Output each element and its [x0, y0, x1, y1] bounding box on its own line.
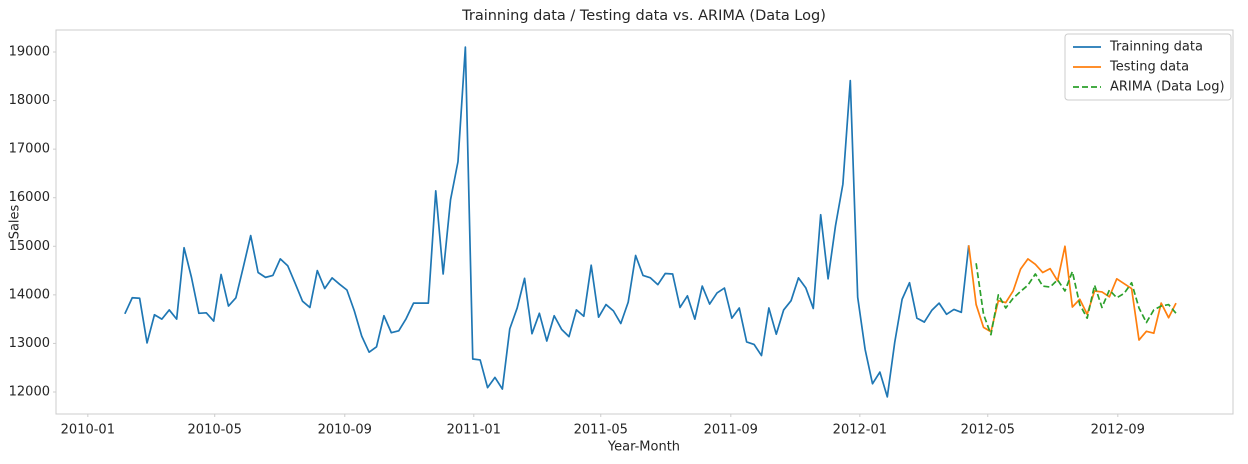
series-line — [975, 263, 1177, 336]
legend-box — [1064, 33, 1232, 101]
series-line — [124, 46, 970, 398]
x-tick-label: 2010-05 — [188, 423, 242, 438]
series-line — [967, 245, 1177, 341]
y-tick-label: 12000 — [9, 384, 50, 399]
x-tick-label: 2012-05 — [961, 423, 1015, 438]
legend-label: Testing data — [1109, 60, 1189, 75]
x-tick-label: 2010-01 — [61, 423, 115, 438]
legend-label: Trainning data — [1109, 40, 1203, 55]
y-tick-label: 17000 — [9, 142, 50, 157]
plot-frame — [55, 29, 1234, 415]
y-tick-label: 18000 — [9, 93, 50, 108]
y-tick-label: 14000 — [9, 287, 50, 302]
y-tick-label: 15000 — [9, 239, 50, 254]
x-tick-label: 2012-01 — [833, 423, 887, 438]
legend-label: ARIMA (Data Log) — [1110, 80, 1225, 95]
y-tick-label: 19000 — [9, 45, 50, 60]
x-tick-label: 2011-05 — [574, 423, 628, 438]
y-axis-label: Sales — [8, 204, 23, 239]
x-axis-label: Year-Month — [607, 440, 680, 455]
x-tick-label: 2011-01 — [447, 423, 501, 438]
x-tick-label: 2012-09 — [1091, 423, 1145, 438]
y-tick-label: 13000 — [9, 336, 50, 351]
y-tick-label: 16000 — [9, 190, 50, 205]
x-tick-label: 2011-09 — [704, 423, 758, 438]
x-tick-label: 2010-09 — [318, 423, 372, 438]
chart-title: Trainning data / Testing data vs. ARIMA … — [461, 8, 826, 24]
